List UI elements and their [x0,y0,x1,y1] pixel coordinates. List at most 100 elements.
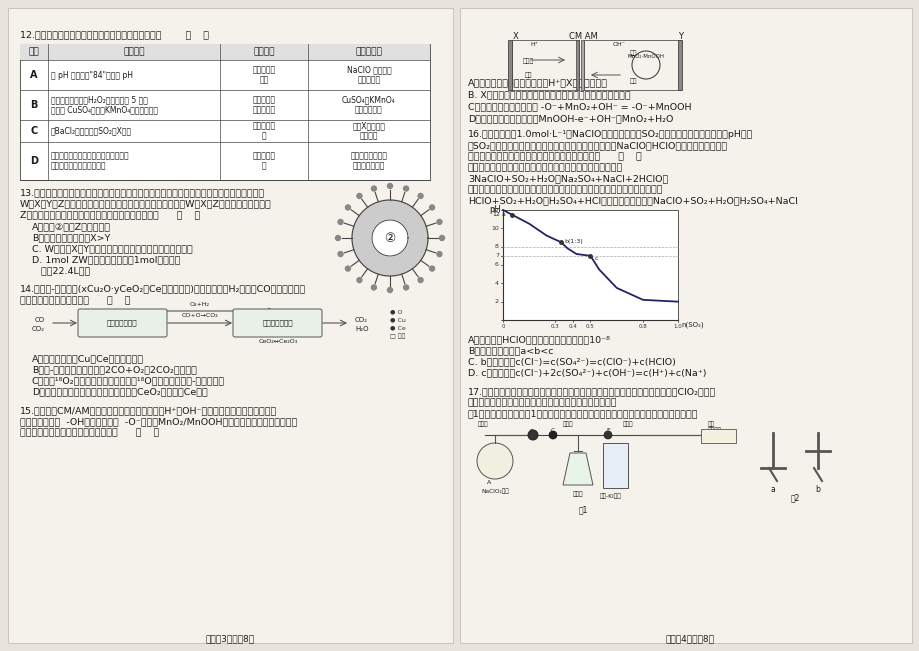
Text: 醌酮: 醌酮 [524,72,531,77]
Bar [677,40,681,90]
Text: 橙酸: 橙酸 [629,50,636,55]
Text: 前者产生气
泡速率更快: 前者产生气 泡速率更快 [252,95,276,115]
Text: 1.0: 1.0 [673,324,682,329]
Text: A: A [30,70,38,80]
Text: ②: ② [384,232,395,245]
Text: 前者是物理变化，
后者是化学变化: 前者是物理变化， 后者是化学变化 [350,151,387,171]
Text: 序号: 序号 [28,48,40,57]
Text: OH⁻: OH⁻ [612,42,625,47]
Bar [20,44,429,180]
Bar [584,40,680,90]
Circle shape [437,219,441,225]
Circle shape [476,443,513,479]
Text: MnO₂·MnOOH: MnO₂·MnOOH [627,55,664,59]
Circle shape [528,430,538,440]
Text: Y: Y [677,32,682,41]
Text: 产生22.4L气体: 产生22.4L气体 [32,266,90,275]
Text: Z单质在常温下能与冷水剧烈反应。下列说法正确的是      （    ）: Z单质在常温下能与冷水剧烈反应。下列说法正确的是 （ ） [20,210,200,219]
Text: 尾气
处理装置: 尾气 处理装置 [711,430,723,441]
Text: 0.8: 0.8 [638,324,647,329]
Text: D．反应过程中催化剂活性下降，可能是CeO₂被还原成Ce所致: D．反应过程中催化剂活性下降，可能是CeO₂被还原成Ce所致 [32,387,208,396]
Text: ● Ce: ● Ce [390,325,405,330]
Text: a: a [502,212,505,217]
Text: 溶液将橙橡酸（  -OH）和橡橡盐（  -O⁻）时，MnO₂/MnOOH在电极与醌酮之间传递电子。: 溶液将橙橡酸（ -OH）和橡橡盐（ -O⁻）时，MnO₂/MnOOH在电极与醌酮… [20,417,297,426]
Text: D. 1mol ZW与水发生反应转移1mol电子时，: D. 1mol ZW与水发生反应转移1mol电子时， [32,255,180,264]
Circle shape [371,220,407,256]
Text: 尾气
处理装置: 尾气 处理装置 [708,421,721,433]
Text: C. b点溶液中：c(Cl⁻)=c(SO₄²⁻)=c(ClO⁻)+c(HClO): C. b点溶液中：c(Cl⁻)=c(SO₄²⁻)=c(ClO⁻)+c(HClO) [468,357,675,366]
FancyBboxPatch shape [233,309,322,337]
Text: 0: 0 [501,324,505,329]
Bar [700,429,735,443]
Text: 8: 8 [494,244,498,249]
Circle shape [357,193,361,199]
Text: 氧化铈还原材料: 氧化铈还原材料 [263,320,293,326]
Text: 图所示。下列说法正确的是      （    ）: 图所示。下列说法正确的是 （ ） [20,296,130,305]
Circle shape [345,205,350,210]
Text: 0.5: 0.5 [585,324,595,329]
Bar [575,40,578,90]
Circle shape [604,431,611,439]
Text: 解释或结论: 解释或结论 [355,48,382,57]
Circle shape [437,251,441,256]
Circle shape [337,219,343,225]
Text: H₂O: H₂O [355,326,369,332]
Bar [8,8,452,643]
Circle shape [387,288,392,292]
Text: 16.常温下，向含1.0mol·L⁻¹的NaClO溶液中缓慢通入SO₂气体，使其充分吸收。溶液pH与通: 16.常温下，向含1.0mol·L⁻¹的NaClO溶液中缓慢通入SO₂气体，使其… [468,130,753,139]
Circle shape [371,285,376,290]
Text: D．电解时，阳极的反应为MnOOH-e⁻+OH⁻＝MnO₂+H₂O: D．电解时，阳极的反应为MnOOH-e⁻+OH⁻＝MnO₂+H₂O [468,114,673,123]
Text: F: F [620,445,624,450]
Text: B．水的电离程度：a<b<c: B．水的电离程度：a<b<c [468,346,553,355]
Circle shape [387,184,392,189]
Text: 用 pH 试纸测定"84"消毒液 pH: 用 pH 试纸测定"84"消毒液 pH [51,70,133,79]
Text: 氧化还原反应均为不可逆反应）。下列说法错误的是      （    ）: 氧化还原反应均为不可逆反应）。下列说法错误的是 （ ） [468,152,641,161]
Text: CO+O→CO₂: CO+O→CO₂ [181,313,218,318]
Text: D: D [563,481,568,486]
Text: ● Cu: ● Cu [390,317,405,322]
Text: 图2: 图2 [789,493,799,502]
Circle shape [417,277,423,283]
Circle shape [345,266,350,271]
Text: n(SO₂): n(SO₂) [680,322,703,329]
Text: 17.新冠肺炎疫情期间，含氯消毒剂在环境杀菌消毒方面发挥了重要的作用。其中ClO₂可用于: 17.新冠肺炎疫情期间，含氯消毒剂在环境杀菌消毒方面发挥了重要的作用。其中ClO… [468,387,716,396]
Text: 稳定剂: 稳定剂 [562,421,573,426]
Text: pH: pH [489,205,500,214]
Text: □ 空缺: □ 空缺 [390,333,405,339]
Text: D: D [30,156,38,166]
Text: ● O: ● O [390,309,403,314]
Text: CuSO₄比KMnO₄
的催化效果好: CuSO₄比KMnO₄ 的催化效果好 [342,95,395,115]
Text: D. c点溶液中：c(Cl⁻)+2c(SO₄²⁻)+c(OH⁻)=c(H⁺)+c(Na⁺): D. c点溶液中：c(Cl⁻)+2c(SO₄²⁻)+c(OH⁻)=c(H⁺)+c… [468,368,706,377]
Text: 12: 12 [491,208,498,212]
Text: 稀盐酸: 稀盐酸 [478,421,488,426]
Text: 2: 2 [494,299,498,304]
Bar [460,8,911,643]
Text: 0.3: 0.3 [550,324,560,329]
Text: CM AM: CM AM [568,32,596,41]
Circle shape [549,431,556,439]
Bar [507,40,512,90]
Text: 试卷第3页，共8页: 试卷第3页，共8页 [205,634,255,643]
Text: 已知：向次氯酸钠溶液中通入二氧化硫气体时会发生如下反应: 已知：向次氯酸钠溶液中通入二氧化硫气体时会发生如下反应 [468,163,622,172]
Bar [602,443,628,488]
Text: 均有固体析
出: 均有固体析 出 [252,151,276,171]
Text: B: B [528,429,532,434]
Text: NaClO₂溶液: NaClO₂溶液 [481,488,508,493]
Text: 向BaCl₂溶液中通入SO₂和X气体: 向BaCl₂溶液中通入SO₂和X气体 [51,126,132,135]
Text: W、X、Y、Z是四种短周期主族元素，其原子序数依次增大，W、X、Z分别位于不同周期，: W、X、Y、Z是四种短周期主族元素，其原子序数依次增大，W、X、Z分别位于不同周… [20,199,271,208]
Text: 7: 7 [494,253,498,258]
Text: 橙酸盐: 橙酸盐 [522,58,533,64]
Text: A．通电时双极膜将水解离出的H⁺向X电极方向移动: A．通电时双极膜将水解离出的H⁺向X电极方向移动 [468,78,607,87]
Text: 14.利用铜-铈氧化物(xCu₂O·yCeO₂，Ce是活泼金属)催化氧化除去H₂中少量CO的可能机理如: 14.利用铜-铈氧化物(xCu₂O·yCeO₂，Ce是活泼金属)催化氧化除去H₂… [20,285,306,294]
Circle shape [429,205,434,210]
Circle shape [357,277,361,283]
Text: 分别向两份相同的蛋白质溶液中加入饱
和硬酸钙溶液和醋酸铅溶液: 分别向两份相同的蛋白质溶液中加入饱 和硬酸钙溶液和醋酸铅溶液 [51,151,130,171]
Text: b: b [814,485,820,494]
Text: 13.科学家合成一种具有高效催化性能的超分子，其结构示意图如图所示（短线代表共价键）。: 13.科学家合成一种具有高效催化性能的超分子，其结构示意图如图所示（短线代表共价… [20,188,265,197]
Text: C．生成橡橡酸盐的反应为 -O⁻+MnO₂+OH⁻ = -O⁻+MnOOH: C．生成橡橡酸盐的反应为 -O⁻+MnO₂+OH⁻ = -O⁻+MnOOH [468,102,691,111]
Text: CeO₂↔Ce₂O₃: CeO₂↔Ce₂O₃ [258,339,298,344]
Circle shape [403,186,408,191]
Text: 电解过程如图所示。下列说法错误的是      （    ）: 电解过程如图所示。下列说法错误的是 （ ） [20,428,159,437]
Bar [20,44,429,60]
Text: c: c [594,256,597,261]
